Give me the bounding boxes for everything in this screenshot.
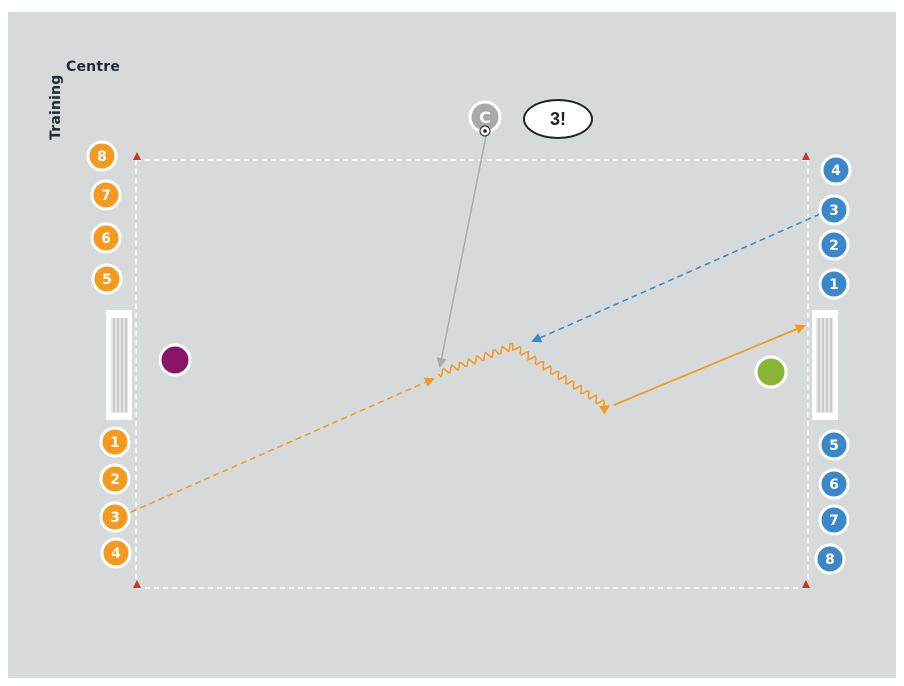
orange-player: 5 <box>91 263 123 295</box>
player-number: 3 <box>829 203 839 219</box>
dribble-path <box>437 342 611 415</box>
player-number: 5 <box>102 272 112 288</box>
orange-player: 2 <box>99 463 131 495</box>
blue-player: 8 <box>814 543 846 575</box>
callout-bubble: 3! <box>523 99 593 139</box>
orange-player: 6 <box>90 222 122 254</box>
blue-player: 3 <box>818 194 850 226</box>
brand-word-centre: Centre <box>66 59 121 75</box>
coach-pass-line <box>436 135 487 368</box>
player-number: 6 <box>829 477 839 493</box>
orange-player: 8 <box>86 140 118 172</box>
orange-team-top: 8 7 6 5 <box>86 140 123 295</box>
player-number: 2 <box>829 238 839 254</box>
player-number: 6 <box>101 231 111 247</box>
player-number: 8 <box>97 149 107 165</box>
blue-player: 5 <box>818 429 850 461</box>
player-number: 1 <box>829 277 839 293</box>
blue-team-bottom: 5 6 7 8 <box>814 429 850 575</box>
blue-player: 1 <box>818 268 850 300</box>
player-number: 7 <box>101 188 111 204</box>
field-boundary <box>135 159 809 589</box>
blue-team-top: 4 3 2 1 <box>818 154 852 300</box>
blue-player: 2 <box>818 229 850 261</box>
player-number: 8 <box>825 552 835 568</box>
player-number: 2 <box>110 472 120 488</box>
goal-icon <box>106 310 132 420</box>
purple-player <box>158 343 192 377</box>
player-number: 5 <box>829 438 839 454</box>
player-number: 4 <box>111 546 121 562</box>
blue-run-line <box>531 213 821 343</box>
shot-line <box>613 324 806 406</box>
goal-icon <box>812 310 838 420</box>
cone-icon <box>133 152 141 160</box>
player-number: 7 <box>829 513 839 529</box>
pitch-svg: C 8 7 6 5 <box>86 100 852 589</box>
green-player <box>754 355 788 389</box>
coach-label: C <box>479 108 491 127</box>
ball-icon <box>479 125 491 137</box>
blue-player: 6 <box>818 468 850 500</box>
player-number: 3 <box>110 510 120 526</box>
cone-icon <box>133 580 141 588</box>
player-number: 4 <box>831 163 841 179</box>
coach: C <box>468 100 502 137</box>
orange-player: 3 <box>99 501 131 533</box>
cone-icon <box>802 580 810 588</box>
orange-run-line <box>130 377 435 513</box>
player-number: 1 <box>110 435 120 451</box>
orange-team-bottom: 1 2 3 4 <box>99 426 132 569</box>
orange-player: 7 <box>90 179 122 211</box>
drill-diagram: C 8 7 6 5 <box>8 12 896 678</box>
brand-word-training: Training <box>48 74 64 140</box>
orange-player: 1 <box>99 426 131 458</box>
blue-player: 7 <box>818 504 850 536</box>
orange-player: 4 <box>100 537 132 569</box>
cone-icon <box>802 152 810 160</box>
blue-player: 4 <box>820 154 852 186</box>
